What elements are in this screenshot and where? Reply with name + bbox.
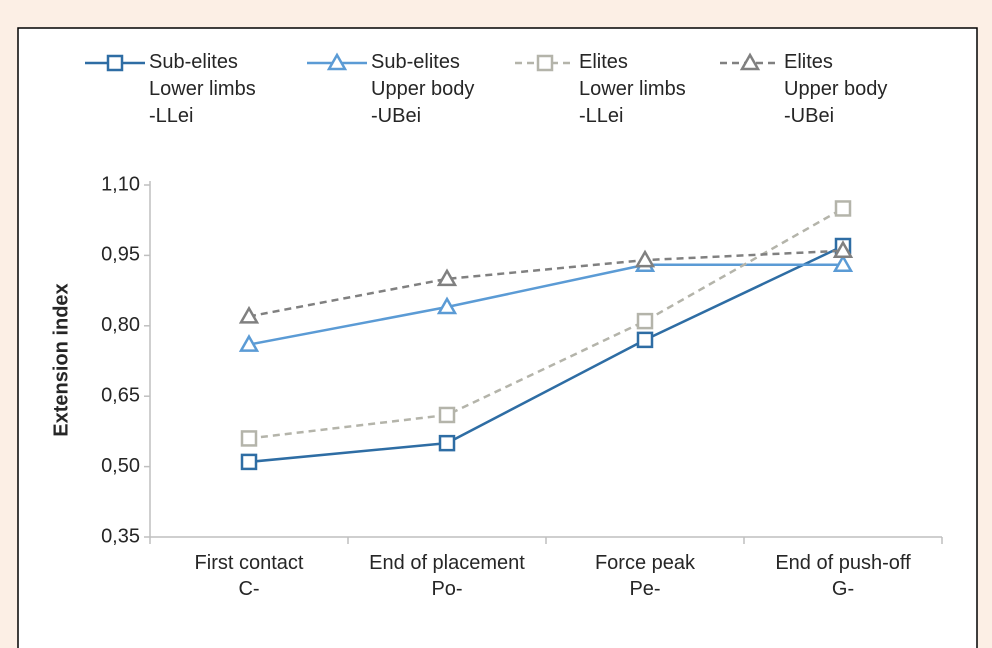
series-line	[248, 244, 844, 464]
data-point	[438, 434, 456, 452]
x-tick-label: First contact C-	[194, 552, 304, 600]
data-point	[238, 334, 260, 352]
y-axis-title: Extension index	[50, 283, 72, 436]
y-tick-label: 0,80	[101, 314, 140, 336]
legend-label: Sub-elites Upper body -UBei	[371, 51, 475, 127]
x-tick-label: End of placement Po-	[369, 552, 525, 600]
y-tick-label: 0,95	[101, 244, 140, 266]
legend-label: Elites Lower limbs -LLei	[579, 51, 686, 127]
x-tick-label: End of push-off G-	[775, 552, 911, 600]
legend-marker	[536, 54, 554, 72]
chart-frame	[17, 27, 978, 648]
data-point	[636, 312, 654, 330]
data-point	[436, 268, 458, 287]
data-point	[636, 331, 654, 349]
data-point	[834, 200, 852, 217]
data-point	[238, 305, 260, 324]
data-point	[832, 254, 854, 273]
legend-marker	[739, 52, 761, 71]
data-point	[634, 249, 656, 268]
legend-label: Sub-elites Lower limbs -LLei	[149, 51, 256, 127]
data-point	[438, 406, 456, 424]
data-point	[436, 296, 458, 315]
legend-marker	[106, 54, 124, 72]
y-tick-label: 1,10	[101, 173, 140, 195]
y-tick-label: 0,50	[101, 455, 140, 477]
y-tick-label: 0,65	[101, 384, 140, 406]
data-point	[240, 453, 258, 471]
series-line	[248, 249, 844, 318]
y-tick-label: 0,35	[101, 525, 140, 547]
legend-label: Elites Upper body -UBei	[784, 51, 888, 127]
legend-marker	[326, 52, 348, 71]
data-point	[832, 240, 854, 258]
x-tick-label: Force peak Pe-	[594, 552, 696, 600]
data-point	[240, 430, 258, 447]
series-line	[248, 207, 844, 440]
